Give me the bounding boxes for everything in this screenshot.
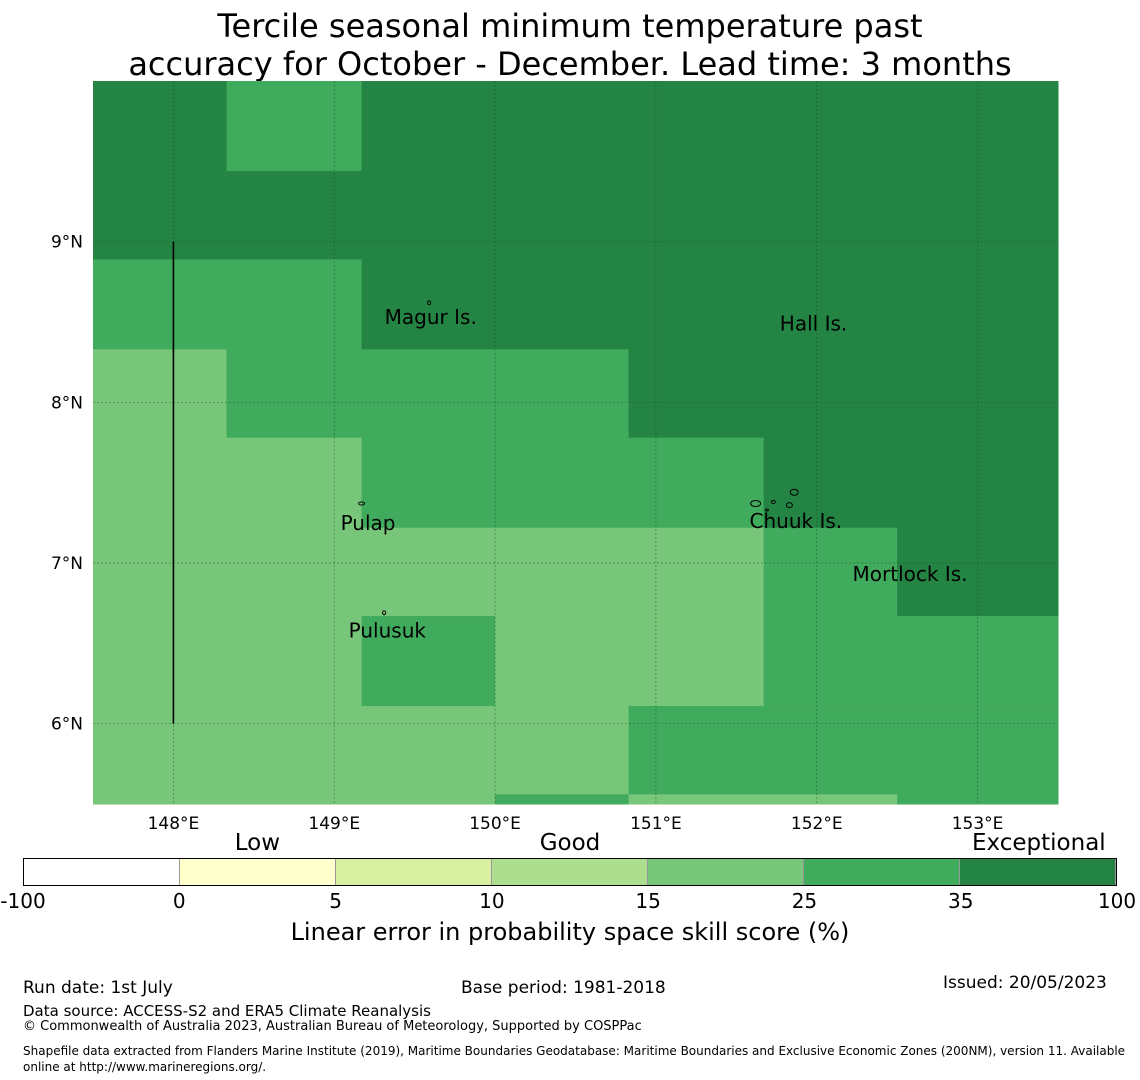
longitude-tick-label: 152°E [791,814,843,834]
skill-map: Magur Is. Hall Is. Pulap Chuuk Is. Mortlock … [51,81,1059,834]
colorbar-tick-label: 15 [635,889,661,913]
colorbar-tick-label: -100 [0,889,46,913]
shapefile-credit: Shapefile data extracted from Flanders M… [23,1044,1126,1074]
skill-cell [226,81,363,172]
skill-cell [93,81,227,172]
skill-cell [897,794,1059,805]
copyright-notice: © Commonwealth of Australia 2023, Austra… [23,1019,642,1034]
base-period: Base period: 1981-2018 [461,978,666,998]
longitude-tick-label: 150°E [469,814,521,834]
skill-cell [628,794,898,805]
colorbar-title: Linear error in probability space skill … [290,918,850,946]
colorbar-tick-label: 25 [791,889,818,913]
place-label: Hall Is. [780,312,847,336]
skill-cell [763,527,898,617]
skill-cell [628,349,1059,439]
skill-cell [495,794,630,805]
place-label: Pulap [341,511,396,535]
longitude-tick-label: 148°E [148,814,200,834]
colorbar-tick-label: 100 [1097,889,1137,913]
island-outline [358,501,366,506]
skill-cell [628,705,1059,795]
colorbar-bin [648,859,804,885]
skill-cell [93,170,1059,260]
island-outline [764,508,769,512]
island-outline [427,300,432,306]
colorbar-bin [24,859,180,885]
colorbar-category-label: Exceptional [972,830,1106,856]
colorbar-bin [804,859,960,885]
island-outline [785,502,793,509]
data-source: Data source: ACCESS-S2 and ERA5 Climate … [23,1002,431,1020]
place-label: Mortlock Is. [853,562,968,586]
colorbar-bin [180,859,336,885]
skill-cell [361,437,765,529]
island-outline [789,488,799,496]
skill-cell [93,259,363,350]
skill-cell [361,81,1059,172]
place-label: Chuuk Is. [750,509,843,533]
island-outline [382,610,387,616]
latitude-tick-label: 7°N [51,554,83,574]
skill-cell [93,437,363,529]
skill-cell [93,705,630,795]
issued-date: Issued: 20/05/2023 [943,973,1107,993]
colorbar-category-label: Good [539,830,601,856]
skill-cell [93,794,496,805]
map-title-line-1: Tercile seasonal minimum temperature pas… [217,7,923,45]
skill-cell [763,616,1059,707]
skill-cell [495,616,765,707]
skill-cell [226,349,630,439]
colorbar-bin [960,859,1116,885]
colorbar-tick-label: 10 [479,889,505,913]
colorbar-tick-label: 5 [329,889,342,913]
longitude-tick-label: 149°E [308,814,360,834]
place-label: Pulusuk [349,618,427,642]
latitude-tick-label: 8°N [51,393,83,413]
place-label: Magur Is. [385,305,477,329]
latitude-tick-label: 9°N [51,233,83,253]
skill-cell [361,616,496,707]
longitude-tick-label: 151°E [630,814,682,834]
colorbar-category-label: Low [234,830,281,856]
longitude-tick-label: 153°E [952,814,1004,834]
island-outline [750,500,762,508]
colorbar-tick-label: 0 [172,889,186,913]
colorbar-tick-label: 35 [947,889,974,913]
skill-cell [93,616,363,707]
map-title-line-2: accuracy for October - December. Lead ti… [128,45,1012,83]
run-date: Run date: 1st July [23,978,173,998]
latitude-tick-label: 6°N [51,715,83,735]
island-outline [770,499,776,504]
skill-cell [93,527,765,617]
skill-cell [93,349,227,439]
colorbar-bin [492,859,648,885]
skill-cell [361,259,1059,350]
colorbar-bin [336,859,492,885]
skill-cell [763,437,1059,529]
